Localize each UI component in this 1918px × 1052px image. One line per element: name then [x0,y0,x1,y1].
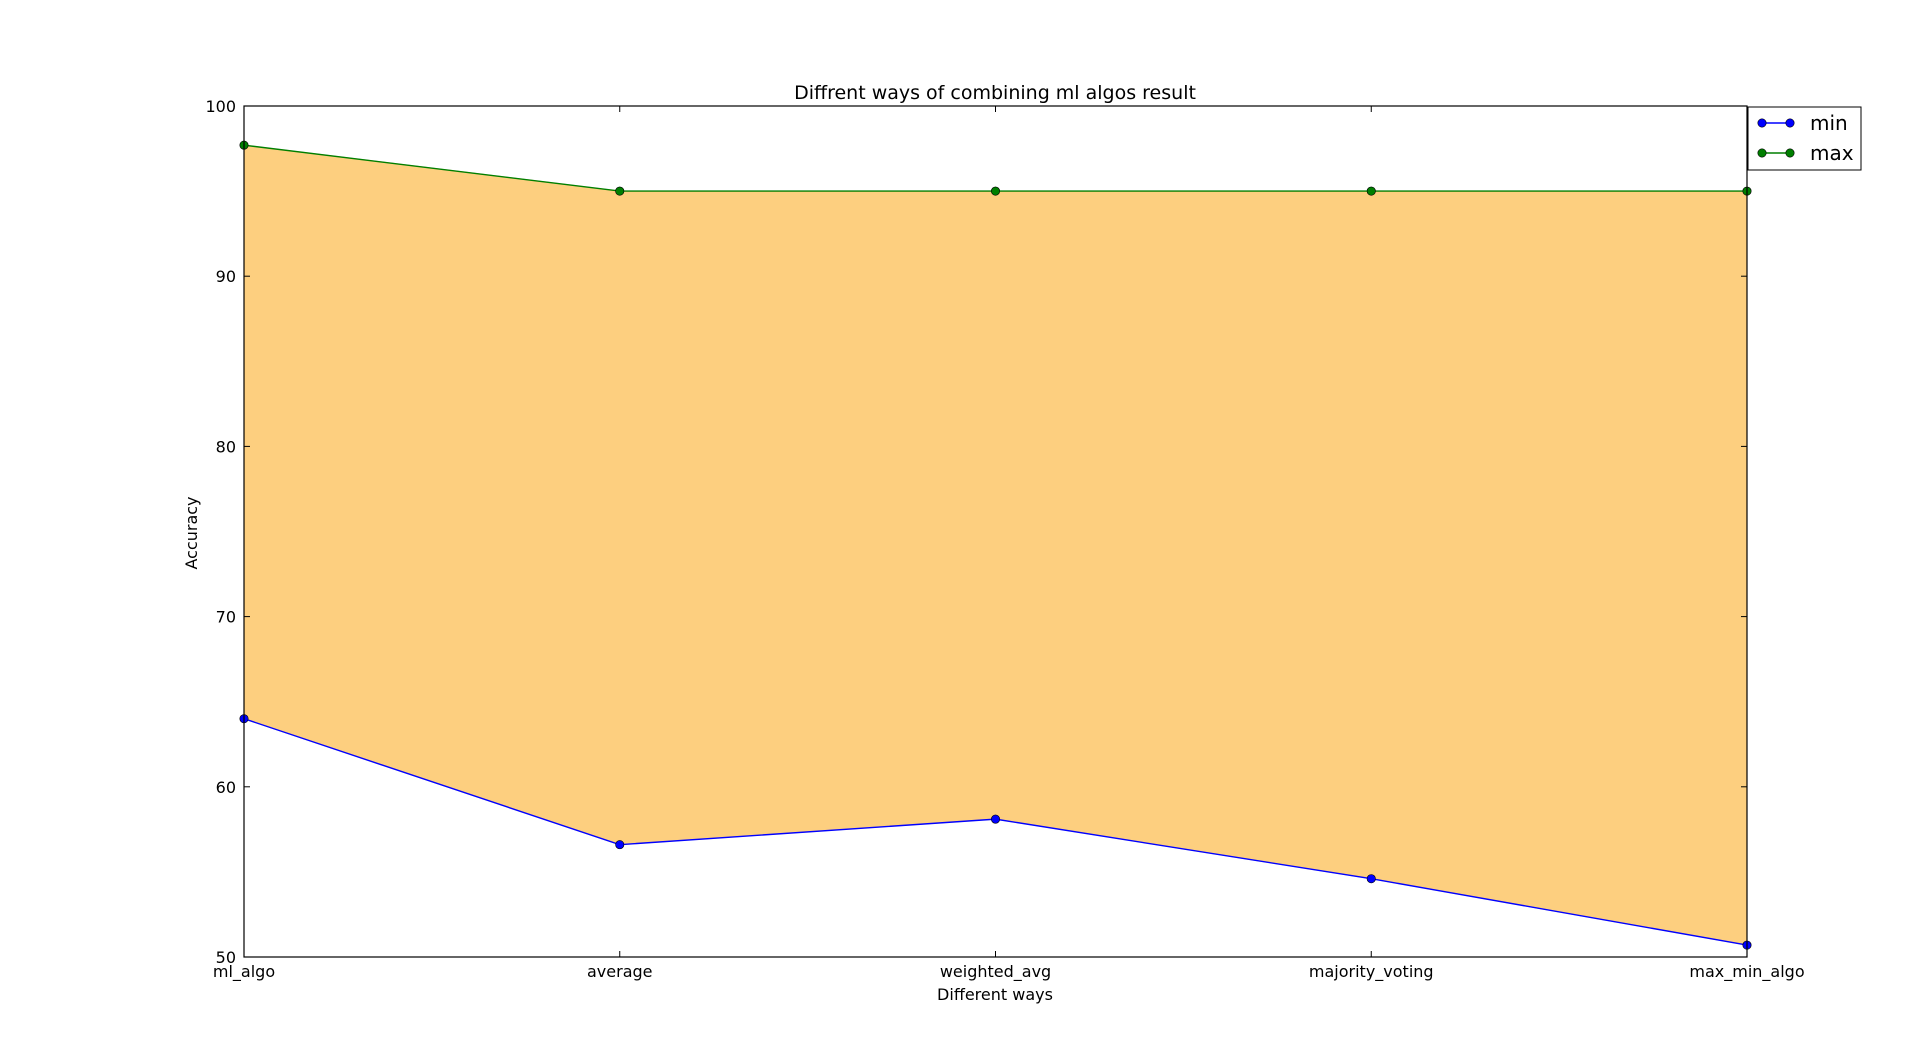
points-layer [239,140,1752,950]
point-min-average [615,840,625,850]
y-tick-label: 50 [216,948,236,967]
x-tick-label-max_min_algo: max_min_algo [1689,962,1804,982]
x-axis-label: Different ways [937,985,1053,1004]
y-tick-label: 70 [216,608,236,627]
fill-between-area [243,144,1748,946]
legend-box [1747,106,1862,171]
chart-title: Diffrent ways of combining ml algos resu… [794,82,1196,104]
point-max-average [615,186,625,196]
fill-layer [243,144,1748,946]
legend-marker-min [1757,118,1767,128]
point-min-majority_voting [1366,874,1376,884]
legend-label-max: max [1810,141,1854,165]
ticks-layer: 50 60 70 80 90 100 ml_algo average weighted_avg m… [205,97,1804,982]
x-tick-label-average: average [587,962,653,981]
legend: min max [1747,106,1862,171]
legend-marker-max [1785,148,1795,158]
x-tick-label-ml_algo: ml_algo [213,962,275,982]
y-tick-label: 100 [205,97,236,116]
point-max-majority_voting [1366,186,1376,196]
point-min-weighted_avg [990,814,1000,824]
x-tick-label-majority_voting: majority_voting [1309,962,1434,982]
y-tick-label: 90 [216,267,236,286]
legend-label-min: min [1810,111,1848,135]
legend-marker-max [1757,148,1767,158]
y-tick-label: 60 [216,778,236,797]
y-axis-label: Accuracy [182,496,201,569]
x-tick-label-weighted_avg: weighted_avg [940,962,1051,982]
legend-marker-min [1785,118,1795,128]
point-max-weighted_avg [990,186,1000,196]
y-tick-label: 80 [216,437,236,456]
